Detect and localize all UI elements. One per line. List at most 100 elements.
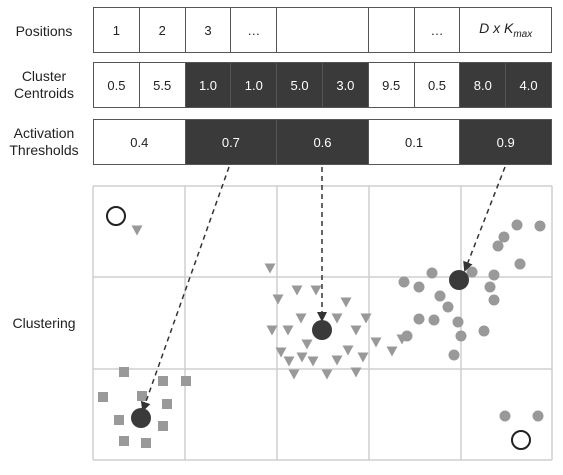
centroids-row: 0.5 5.5 1.0 1.0 5.0 3.0 9.5 0.5 8.0 4.0 (93, 62, 552, 108)
triangle-point (264, 263, 276, 274)
triangle-point (296, 352, 308, 363)
centroid-cell: 8.0 (460, 63, 507, 107)
triangle-point (266, 325, 278, 336)
triangle-point (272, 294, 284, 305)
triangle-point (282, 325, 294, 336)
gray-points (98, 219, 546, 448)
triangle-point (357, 352, 369, 363)
triangle-point (131, 225, 143, 236)
cluster-centroids-label-line2: Centroids (14, 85, 74, 101)
circle-point (455, 330, 467, 342)
dashed-arrow (463, 166, 506, 272)
active-centroid (131, 408, 151, 428)
square-point (181, 376, 191, 386)
circle-point (401, 330, 413, 342)
triangle-point (291, 285, 303, 296)
circle-point (442, 301, 454, 313)
circle-point (466, 266, 478, 278)
activation-thresholds-label-line2: Thresholds (9, 142, 79, 158)
square-point (162, 399, 172, 409)
circle-point (488, 269, 500, 281)
square-point (137, 391, 147, 401)
square-point (158, 376, 168, 386)
circle-point (498, 231, 510, 243)
circle-point (428, 314, 440, 326)
square-point (141, 438, 151, 448)
centroid-cell: 9.5 (369, 63, 415, 107)
activation-thresholds-label-line1: Activation (13, 125, 75, 141)
triangle-point (370, 337, 382, 348)
square-point (98, 392, 108, 402)
threshold-cell: 0.9 (460, 120, 551, 164)
circle-point (492, 240, 504, 252)
circle-point (532, 410, 544, 422)
triangle-point (350, 325, 362, 336)
clustering-label: Clustering (12, 315, 76, 331)
centroid-cell: 5.0 (277, 63, 323, 107)
positions-label: Positions (15, 23, 73, 39)
circle-point (534, 220, 546, 232)
circle-point (452, 316, 464, 328)
centroid-cell: 5.5 (140, 63, 186, 107)
position-cell-last: D x Kmax (460, 8, 551, 52)
position-cell: 1 (94, 8, 140, 52)
centroid-markers (106, 206, 531, 450)
triangle-point (386, 346, 398, 357)
circle-point (511, 219, 523, 231)
centroid-cell: 1.0 (185, 63, 232, 107)
cluster-centroids-label-line1: Cluster (21, 68, 67, 84)
positions-row: 1 2 3 … … D x Kmax (93, 7, 552, 53)
position-cell: … (415, 8, 461, 52)
triangle-point (307, 356, 319, 367)
inactive-centroid (106, 206, 126, 226)
circle-point (488, 294, 500, 306)
centroid-cell: 1.0 (231, 63, 278, 107)
triangle-point (342, 345, 354, 356)
square-point (119, 436, 129, 446)
centroid-cell: 4.0 (506, 63, 551, 107)
circle-point (413, 313, 425, 325)
triangle-point (340, 297, 352, 308)
triangle-point (283, 356, 295, 367)
position-cell: 3 (186, 8, 232, 52)
centroid-cell: 3.0 (322, 63, 369, 107)
triangle-point (331, 313, 343, 324)
dashed-arrow (140, 166, 230, 412)
subscript-max: max (513, 28, 533, 40)
circle-point (434, 290, 446, 302)
triangle-point (350, 367, 362, 378)
triangle-point (321, 369, 333, 380)
square-point (119, 367, 129, 377)
square-point (114, 415, 124, 425)
circle-point (426, 267, 438, 279)
activation-thresholds-label: Activation Thresholds (0, 125, 88, 159)
triangle-point (295, 313, 307, 324)
triangle-point (275, 347, 287, 358)
circle-point (398, 276, 410, 288)
threshold-cell: 0.7 (185, 120, 278, 164)
centroid-cell: 0.5 (415, 63, 461, 107)
active-centroid (449, 270, 469, 290)
cluster-centroids-label: Cluster Centroids (0, 68, 88, 102)
centroid-cell: 0.5 (94, 63, 140, 107)
threshold-cell: 0.6 (277, 120, 369, 164)
position-cell (369, 8, 415, 52)
arrows (140, 166, 506, 412)
threshold-cell: 0.4 (94, 120, 186, 164)
triangle-point (331, 355, 343, 366)
triangle-point (360, 313, 372, 324)
position-cell: … (231, 8, 278, 52)
triangle-point (310, 285, 322, 296)
threshold-cell: 0.1 (369, 120, 461, 164)
position-cell (277, 8, 369, 52)
inactive-centroid (511, 430, 531, 450)
circle-point (514, 258, 526, 270)
circle-point (478, 325, 490, 337)
active-centroid (312, 320, 332, 340)
position-cell: 2 (140, 8, 186, 52)
position-last-text: D x Kmax (479, 20, 533, 40)
square-point (158, 421, 168, 431)
circle-point (484, 281, 496, 293)
circle-point (499, 410, 511, 422)
